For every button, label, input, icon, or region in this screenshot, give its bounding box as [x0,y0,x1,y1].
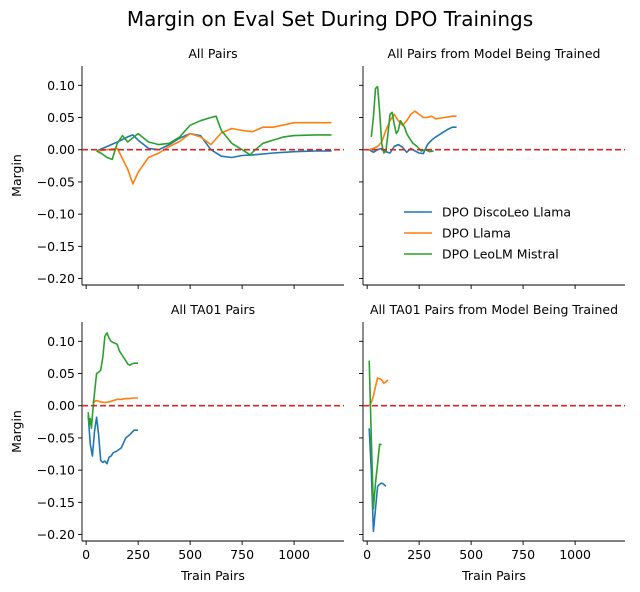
x-tick-label: 750 [230,547,254,562]
y-axis-label: Margin [9,410,24,453]
panel-2: All Pairs from Model Being Trained [359,46,625,289]
series-line-dpo-leolm-mistral [370,85,434,154]
y-tick-label: −0.15 [37,239,75,254]
x-tick-label: 500 [459,547,483,562]
x-axis-label: Train Pairs [180,568,245,583]
figure-title: Margin on Eval Set During DPO Trainings [127,7,533,31]
x-tick-label: 1000 [559,547,591,562]
series-line-dpo-llama [92,397,139,404]
x-tick-label: 1000 [278,547,310,562]
y-tick-label: 0.00 [47,142,75,157]
y-tick-label: 0.05 [47,366,75,381]
y-axis-label: Margin [9,154,24,197]
y-tick-label: −0.05 [37,430,75,445]
series-line-dpo-llama [368,110,457,151]
legend-label: DPO LeoLM Mistral [442,247,559,262]
series-line-dpo-llama [368,377,389,407]
y-tick-label: −0.10 [37,463,75,478]
y-tick-label: −0.15 [37,495,75,510]
y-tick-label: −0.20 [37,527,75,542]
y-tick-label: 0.00 [47,398,75,413]
legend: DPO DiscoLeo Llama DPO Llama DPO LeoLM Mis… [404,205,571,262]
x-tick-label: 500 [178,547,202,562]
x-axis-label: Train Pairs [461,568,526,583]
panel-title: All Pairs from Model Being Trained [388,46,601,61]
series-line-dpo-leolm-mistral [87,332,139,430]
x-tick-label: 0 [363,547,371,562]
y-tick-label: −0.10 [37,207,75,222]
panel-title: All TA01 Pairs from Model Being Trained [370,302,618,317]
panels: All Pairs −0.20 −0.15 −0.10 −0.05 0.00 0.05 0.1… [9,46,625,583]
y-tick-label: 0.10 [47,78,75,93]
y-tick-label: −0.20 [37,271,75,286]
panel-3: All TA01 Pairs −0.20 −0.15 −0.10 −0.05 0.00 0.… [9,302,344,583]
series-line-dpo-llama [96,121,332,185]
panel-4: All TA01 Pairs from Model Being Trained 0… [359,302,625,583]
y-tick-label: 0.10 [47,334,75,349]
panel-title: All TA01 Pairs [171,302,255,317]
series-line-dpo-discoleo-llama [96,132,332,159]
y-tick-label: −0.05 [37,174,75,189]
series-line-dpo-discoleo-llama [87,415,139,465]
x-tick-label: 250 [407,547,431,562]
series-line-dpo-leolm-mistral [96,115,332,161]
panel-1: All Pairs −0.20 −0.15 −0.10 −0.05 0.00 0.05 0.1… [9,46,344,289]
panel-title: All Pairs [188,46,237,61]
x-tick-label: 750 [511,547,535,562]
series-line-dpo-discoleo-llama [368,428,387,533]
x-tick-label: 250 [126,547,150,562]
x-tick-label: 0 [82,547,90,562]
y-tick-label: 0.05 [47,110,75,125]
series-line-dpo-leolm-mistral [368,360,382,510]
legend-label: DPO Llama [442,226,511,241]
legend-label: DPO DiscoLeo Llama [442,205,571,220]
